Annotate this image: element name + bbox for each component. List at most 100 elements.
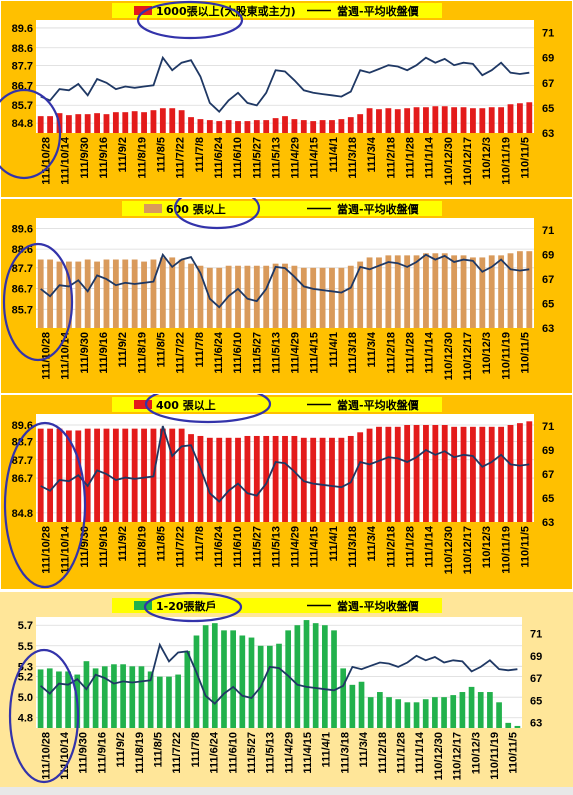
bar xyxy=(94,428,100,522)
bar xyxy=(202,625,209,728)
x-tick-label: 111/4/1 xyxy=(328,332,340,368)
bar xyxy=(150,259,157,328)
x-tick-label: 111/6/24 xyxy=(209,731,221,773)
left-axis-tick-label: 89.6 xyxy=(12,420,33,432)
bar xyxy=(253,435,260,522)
bar xyxy=(366,428,373,522)
bar xyxy=(477,692,484,728)
x-tick-label: 111/1/28 xyxy=(405,526,417,568)
annotation-circle xyxy=(143,592,243,623)
bar xyxy=(514,725,521,728)
x-tick-label: 111/6/10 xyxy=(232,137,244,179)
bar xyxy=(526,421,533,522)
bar xyxy=(282,435,288,522)
right-axis-tick-label: 69 xyxy=(530,651,542,663)
bar xyxy=(479,108,486,133)
bar xyxy=(385,108,392,133)
bar xyxy=(285,630,292,728)
bar xyxy=(112,112,119,133)
bar xyxy=(141,428,147,522)
bar xyxy=(338,437,345,522)
x-tick-label: 110/11/5 xyxy=(519,526,531,568)
bar xyxy=(169,108,176,133)
bar xyxy=(394,109,401,133)
left-axis-tick-label: 5.5 xyxy=(18,641,33,653)
bar xyxy=(404,424,411,522)
x-tick-label: 111/4/1 xyxy=(328,526,340,562)
bar xyxy=(47,428,54,522)
bar xyxy=(230,630,236,728)
bar xyxy=(432,697,438,728)
bar xyxy=(197,435,204,522)
legend-label-line: 當週-平均收盤價 xyxy=(337,398,420,412)
bar xyxy=(505,722,512,728)
legend-box xyxy=(112,3,442,18)
bar xyxy=(441,424,448,522)
x-tick-label: 111/3/18 xyxy=(339,732,351,774)
right-axis-tick-label: 63 xyxy=(542,323,554,335)
price-line xyxy=(40,642,518,705)
bar xyxy=(169,257,176,328)
x-tick-label: 110/11/5 xyxy=(508,732,520,774)
bar xyxy=(329,437,335,522)
right-axis-tick-label: 71 xyxy=(542,28,554,40)
bar xyxy=(65,115,72,133)
bar xyxy=(103,428,110,522)
legend-label-bars: 600 張以上 xyxy=(166,202,226,216)
bar xyxy=(347,117,354,133)
x-tick-label: 111/9/2 xyxy=(117,137,129,173)
bar xyxy=(131,111,138,133)
price-line xyxy=(40,252,530,309)
x-tick-label: 111/10/14 xyxy=(60,525,72,574)
bar xyxy=(300,120,307,133)
right-axis-tick-label: 65 xyxy=(542,299,554,311)
bar xyxy=(83,661,90,728)
left-axis-tick-label: 85.7 xyxy=(12,100,33,112)
x-tick-label: 111/10/28 xyxy=(41,137,53,185)
x-tick-label: 110/11/19 xyxy=(489,732,501,780)
bar xyxy=(65,430,72,522)
x-tick-label: 111/3/18 xyxy=(347,332,359,374)
right-axis-tick-label: 71 xyxy=(530,629,542,641)
bar xyxy=(266,645,273,728)
bar xyxy=(216,121,223,133)
x-tick-label: 111/10/14 xyxy=(59,731,71,780)
x-tick-label: 111/1/28 xyxy=(405,332,417,374)
bar xyxy=(526,251,533,328)
x-tick-label: 111/5/27 xyxy=(246,732,258,774)
bar xyxy=(366,108,373,133)
bar xyxy=(404,108,411,133)
bar xyxy=(141,112,147,133)
x-tick-label: 111/9/2 xyxy=(115,732,127,768)
annotation-circle xyxy=(3,421,87,589)
x-tick-label: 111/7/22 xyxy=(175,526,187,568)
x-tick-label: 111/8/19 xyxy=(136,526,148,568)
x-tick-label: 111/10/14 xyxy=(60,136,72,185)
left-axis-tick-label: 89.6 xyxy=(12,223,33,235)
legend-label-line: 當週-平均收盤價 xyxy=(337,202,420,216)
x-tick-label: 111/9/2 xyxy=(117,332,129,368)
x-tick-label: 111/7/22 xyxy=(175,332,187,374)
x-tick-label: 111/10/28 xyxy=(40,732,52,780)
x-tick-label: 111/4/15 xyxy=(302,732,314,774)
bar xyxy=(84,114,91,133)
x-tick-label: 111/7/8 xyxy=(194,137,206,173)
x-tick-label: 110/12/30 xyxy=(443,332,455,380)
bar xyxy=(310,267,317,328)
bar xyxy=(111,664,117,728)
bar xyxy=(460,107,467,133)
x-tick-label: 111/9/16 xyxy=(98,332,110,374)
bar xyxy=(129,666,136,728)
bar xyxy=(188,117,194,133)
bar xyxy=(56,671,62,728)
bar xyxy=(357,432,364,522)
bar xyxy=(47,259,54,328)
bar xyxy=(282,116,288,133)
bar xyxy=(460,426,467,522)
x-tick-label: 111/5/13 xyxy=(265,732,277,774)
bar xyxy=(75,114,82,133)
bar xyxy=(169,428,176,522)
right-axis-tick-label: 71 xyxy=(542,421,554,433)
